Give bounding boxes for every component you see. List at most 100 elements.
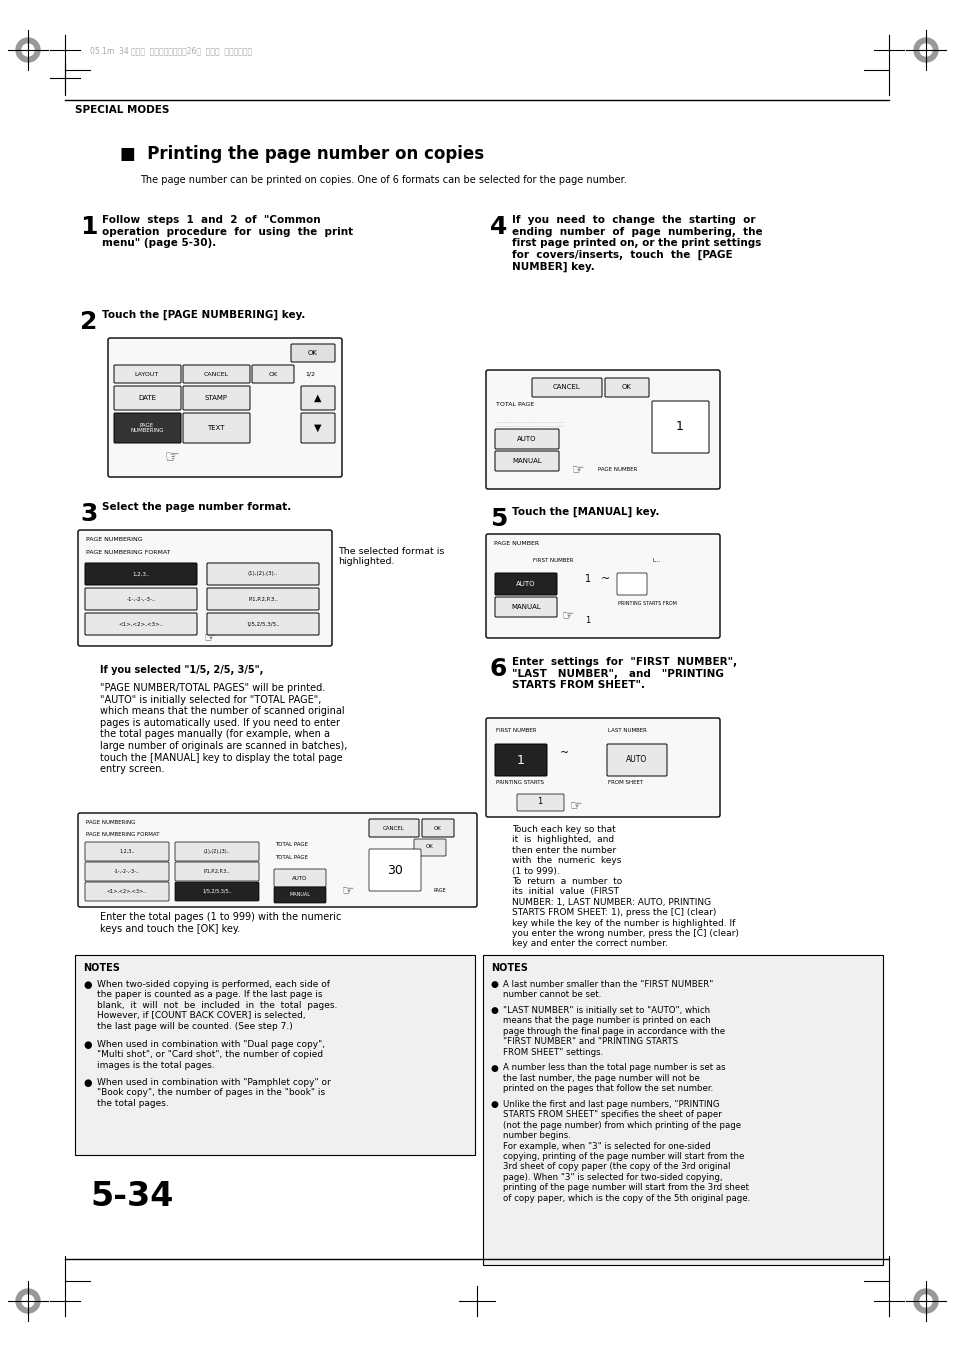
Text: ●: ●	[83, 1040, 91, 1050]
FancyBboxPatch shape	[485, 534, 720, 638]
Text: OK: OK	[621, 384, 631, 390]
FancyBboxPatch shape	[274, 888, 326, 902]
FancyBboxPatch shape	[113, 386, 181, 409]
Text: CANCEL: CANCEL	[553, 384, 580, 390]
Text: 5-34: 5-34	[90, 1179, 173, 1213]
FancyBboxPatch shape	[485, 370, 720, 489]
FancyBboxPatch shape	[207, 613, 318, 635]
Text: NOTES: NOTES	[83, 963, 120, 973]
Text: Enter the total pages (1 to 999) with the numeric
keys and touch the [OK] key.: Enter the total pages (1 to 999) with th…	[100, 912, 341, 934]
Text: When used in combination with "Pamphlet copy" or
"Book copy", the number of page: When used in combination with "Pamphlet …	[97, 1078, 331, 1108]
FancyBboxPatch shape	[301, 413, 335, 443]
Circle shape	[919, 45, 931, 55]
Text: 1/2: 1/2	[305, 372, 314, 377]
Text: MANUAL: MANUAL	[512, 458, 541, 463]
Text: When two-sided copying is performed, each side of
the paper is counted as a page: When two-sided copying is performed, eac…	[97, 979, 337, 1031]
FancyBboxPatch shape	[183, 413, 250, 443]
Text: If you selected "1/5, 2/5, 3/5",: If you selected "1/5, 2/5, 3/5",	[100, 665, 263, 676]
FancyBboxPatch shape	[183, 386, 250, 409]
Text: ▼: ▼	[314, 423, 321, 434]
Text: ☞: ☞	[204, 630, 216, 644]
Text: PAGE NUMBERING: PAGE NUMBERING	[86, 820, 135, 825]
Text: PAGE NUMBERING: PAGE NUMBERING	[86, 536, 143, 542]
Text: 6: 6	[490, 657, 507, 681]
Text: <1>,<2>,<3>..: <1>,<2>,<3>..	[107, 889, 147, 893]
FancyBboxPatch shape	[604, 378, 648, 397]
Text: CANCEL: CANCEL	[383, 825, 404, 831]
Text: ~: ~	[559, 748, 569, 758]
Text: 1,2,3..: 1,2,3..	[132, 571, 150, 577]
Text: FIRST NUMBER: FIRST NUMBER	[533, 558, 573, 563]
Text: "PAGE NUMBER/TOTAL PAGES" will be printed.
"AUTO" is initially selected for "TOT: "PAGE NUMBER/TOTAL PAGES" will be printe…	[100, 684, 347, 774]
Circle shape	[22, 1296, 34, 1306]
Text: When used in combination with "Dual page copy",
"Multi shot", or "Card shot", th: When used in combination with "Dual page…	[97, 1040, 325, 1070]
FancyBboxPatch shape	[291, 345, 335, 362]
Text: ●: ●	[83, 979, 91, 990]
FancyBboxPatch shape	[495, 430, 558, 449]
Text: FIRST NUMBER: FIRST NUMBER	[496, 728, 536, 734]
Text: 5: 5	[490, 507, 507, 531]
Text: "LAST NUMBER" is initially set to "AUTO", which
means that the page number is pr: "LAST NUMBER" is initially set to "AUTO"…	[502, 1006, 724, 1056]
FancyBboxPatch shape	[85, 842, 169, 861]
Text: TOTAL PAGE: TOTAL PAGE	[274, 855, 308, 861]
Text: P.1,P.2,P.3..: P.1,P.2,P.3..	[204, 869, 230, 874]
Text: The page number can be printed on copies. One of 6 formats can be selected for t: The page number can be printed on copies…	[140, 176, 626, 185]
Text: 1/5,2/5,3/5..: 1/5,2/5,3/5..	[202, 889, 232, 893]
Text: (1),(2),(3)..: (1),(2),(3)..	[204, 848, 230, 854]
Text: (1),(2),(3)..: (1),(2),(3)..	[248, 571, 278, 577]
Text: 1: 1	[676, 420, 683, 434]
Text: Unlike the first and last page numbers, "PRINTING
STARTS FROM SHEET" specifies t: Unlike the first and last page numbers, …	[502, 1100, 749, 1202]
FancyBboxPatch shape	[606, 744, 666, 775]
Text: L...: L...	[652, 558, 660, 563]
Text: ●: ●	[491, 979, 498, 989]
Text: PAGE
NUMBERING: PAGE NUMBERING	[131, 423, 164, 434]
Text: PAGE NUMBERING FORMAT: PAGE NUMBERING FORMAT	[86, 832, 159, 838]
Text: AUTO: AUTO	[292, 875, 307, 881]
Text: ▲: ▲	[314, 393, 321, 403]
Text: 2: 2	[80, 309, 97, 334]
Text: A number less than the total page number is set as
the last number, the page num: A number less than the total page number…	[502, 1063, 725, 1093]
FancyBboxPatch shape	[78, 813, 476, 907]
Text: LAYOUT: LAYOUT	[134, 372, 159, 377]
Text: PAGE NUMBERING FORMAT: PAGE NUMBERING FORMAT	[86, 550, 171, 555]
FancyBboxPatch shape	[183, 365, 250, 382]
Text: MANUAL: MANUAL	[511, 604, 540, 611]
Text: 30: 30	[387, 863, 402, 877]
Text: SPECIAL MODES: SPECIAL MODES	[75, 105, 170, 115]
FancyBboxPatch shape	[174, 882, 258, 901]
Text: Enter  settings  for  "FIRST  NUMBER",
"LAST   NUMBER",   and   "PRINTING
STARTS: Enter settings for "FIRST NUMBER", "LAST…	[512, 657, 737, 690]
FancyBboxPatch shape	[532, 378, 601, 397]
Text: 1: 1	[517, 754, 524, 766]
Text: TOTAL PAGE: TOTAL PAGE	[274, 842, 308, 847]
FancyBboxPatch shape	[85, 563, 196, 585]
Text: 1: 1	[585, 616, 590, 626]
FancyBboxPatch shape	[369, 819, 418, 838]
Text: Touch the [MANUAL] key.: Touch the [MANUAL] key.	[512, 507, 659, 517]
Text: TEXT: TEXT	[207, 426, 225, 431]
FancyBboxPatch shape	[207, 588, 318, 611]
Text: NOTES: NOTES	[491, 963, 527, 973]
Text: ~: ~	[600, 574, 610, 584]
Text: OK: OK	[308, 350, 317, 357]
Text: PRINTING STARTS FROM: PRINTING STARTS FROM	[618, 601, 677, 607]
Text: TOTAL PAGE: TOTAL PAGE	[496, 403, 534, 407]
FancyBboxPatch shape	[414, 839, 446, 857]
Circle shape	[16, 38, 40, 62]
Text: If  you  need  to  change  the  starting  or
ending  number  of  page  numbering: If you need to change the starting or en…	[512, 215, 761, 272]
Text: OK: OK	[434, 825, 441, 831]
FancyBboxPatch shape	[617, 573, 646, 594]
Text: AUTO: AUTO	[516, 581, 536, 586]
Text: 1,2,3..: 1,2,3..	[119, 848, 134, 854]
Text: Touch the [PAGE NUMBERING] key.: Touch the [PAGE NUMBERING] key.	[102, 309, 305, 320]
FancyBboxPatch shape	[274, 869, 326, 888]
Text: <1>,<2>,<3>..: <1>,<2>,<3>..	[118, 621, 164, 627]
FancyBboxPatch shape	[301, 386, 335, 409]
Circle shape	[16, 1289, 40, 1313]
Text: PAGE: PAGE	[434, 888, 446, 893]
FancyBboxPatch shape	[485, 717, 720, 817]
FancyBboxPatch shape	[517, 794, 563, 811]
Text: 05.1m  34 ページ  ２００４年１０月26日  火曜日  午後６晎６分: 05.1m 34 ページ ２００４年１０月26日 火曜日 午後６晎６分	[90, 46, 252, 55]
Text: 4: 4	[490, 215, 507, 239]
Text: ☞: ☞	[561, 608, 574, 621]
Text: AUTO: AUTO	[626, 755, 647, 765]
